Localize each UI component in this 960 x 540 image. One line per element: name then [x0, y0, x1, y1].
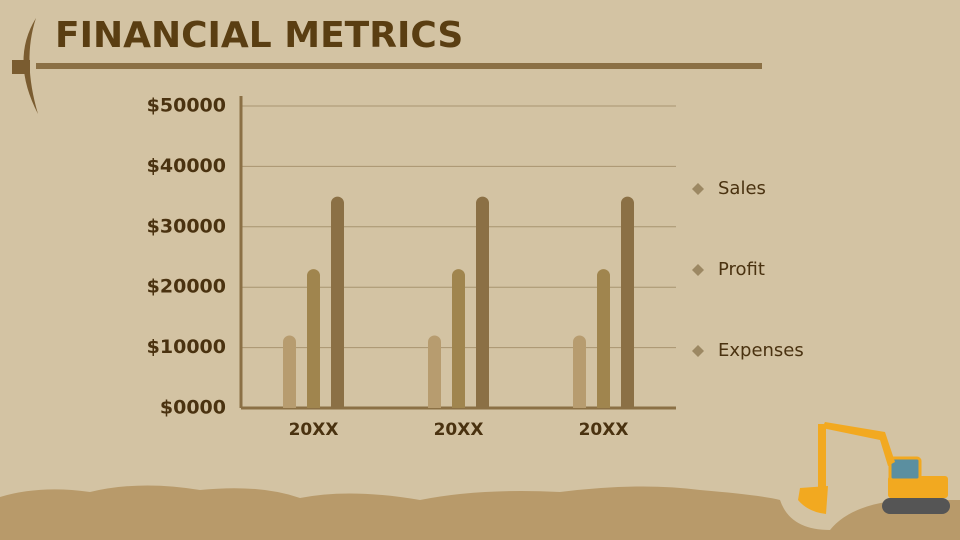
excavator-boom — [822, 422, 895, 466]
legend-marker — [692, 183, 704, 195]
excavator-arm — [818, 424, 826, 488]
title-rule — [36, 63, 762, 69]
bar — [307, 269, 320, 408]
x-tick-label: 20XX — [289, 420, 339, 440]
pickaxe-grip — [12, 60, 30, 74]
bar — [331, 196, 344, 408]
x-tick-label: 20XX — [579, 420, 629, 440]
x-tick-label: 20XX — [434, 420, 484, 440]
excavator-cab — [888, 456, 922, 482]
excavator-bucket — [798, 486, 828, 514]
chart-title: FINANCIAL METRICS — [55, 15, 463, 56]
bar — [476, 196, 489, 408]
ground — [0, 485, 960, 540]
legend-label: Expenses — [718, 340, 804, 361]
bar — [428, 335, 441, 408]
excavator — [798, 422, 950, 514]
pickaxe-head — [23, 18, 38, 114]
bar — [573, 335, 586, 408]
y-tick-label: $0000 — [160, 397, 226, 419]
legend-marker — [692, 264, 704, 276]
legend-label: Profit — [718, 259, 765, 280]
legend-marker — [692, 345, 704, 357]
bar — [452, 269, 465, 408]
y-tick-label: $40000 — [147, 155, 226, 177]
bar — [597, 269, 610, 408]
y-tick-label: $30000 — [147, 215, 226, 237]
bar — [621, 196, 634, 408]
legend-label: Sales — [718, 178, 766, 199]
y-tick-label: $50000 — [147, 95, 226, 117]
bar — [283, 335, 296, 408]
excavator-track — [882, 498, 950, 514]
y-tick-label: $20000 — [147, 276, 226, 298]
y-tick-label: $10000 — [147, 336, 226, 358]
